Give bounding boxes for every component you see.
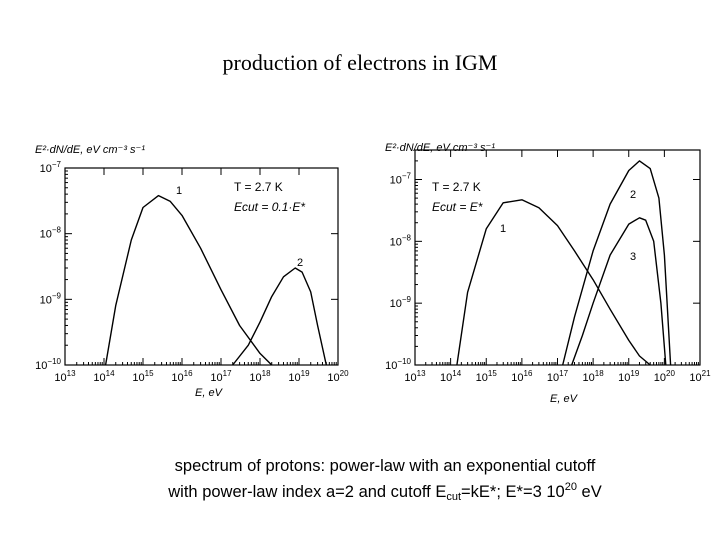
series-curve-2 (232, 267, 327, 366)
slide-title: production of electrons in IGM (222, 50, 498, 75)
caption-text-a: with power-law index a=2 and cutoff E (168, 483, 447, 501)
series-label-2: 2 (630, 189, 636, 201)
y-tick-label: 10−7 (390, 172, 412, 187)
x-tick-label: 1017 (547, 369, 569, 384)
x-tick-label: 1019 (288, 369, 310, 384)
caption-line-2: with power-law index a=2 and cutoff Ecut… (0, 477, 720, 508)
annotation-temperature: T = 2.7 K (432, 180, 481, 194)
y-axis-label: E²·dN/dE, eV cm⁻³ s⁻¹ (35, 144, 145, 156)
spectrum-figures: 1013 1014 1015 1016 1017 1018 1019 1020 10−10 10−… (35, 142, 711, 405)
annotation-cutoff: Ecut = E* (432, 200, 483, 214)
y-tick-label: 10−9 (390, 295, 412, 310)
annotation-temperature: T = 2.7 K (234, 180, 283, 194)
caption-superscript: 20 (564, 481, 577, 493)
x-tick-label: 1018 (583, 369, 605, 384)
y-tick-label: 10−10 (35, 357, 61, 372)
x-axis-label: E, eV (550, 393, 579, 405)
x-axis-label: E, eV (195, 387, 224, 399)
series-label-1: 1 (176, 185, 182, 197)
caption-text-c: eV (576, 483, 602, 501)
x-tick-label: 1013 (54, 369, 76, 384)
annotation-cutoff: Ecut = 0.1·E* (234, 200, 305, 214)
x-tick-label: 1017 (210, 369, 232, 384)
x-tick-label: 1018 (249, 369, 271, 384)
x-tick-label: 1016 (511, 369, 533, 384)
x-tick-label: 1014 (93, 369, 115, 384)
y-tick-label: 10−10 (385, 357, 411, 372)
x-tick-label: 1020 (327, 369, 349, 384)
x-tick-label: 1016 (171, 369, 193, 384)
x-tick-label: 1013 (404, 369, 426, 384)
caption-subscript: cut (446, 491, 462, 503)
series-curve-2 (562, 160, 672, 366)
y-tick-label: 10−7 (40, 160, 62, 175)
series-curve-1 (104, 194, 273, 366)
x-tick-label: 1020 (654, 369, 676, 384)
y-axis-label: E²·dN/dE, eV cm⁻³ s⁻¹ (385, 142, 495, 154)
series-label-3: 3 (630, 251, 636, 263)
series-curve-3 (571, 217, 667, 366)
x-tick-label: 1015 (132, 369, 154, 384)
x-tick-label: 1014 (440, 369, 462, 384)
chart-right: 1013 1014 1015 1016 1017 1018 1019 1020 1021 10−1… (385, 142, 711, 405)
y-tick-label: 10−9 (40, 291, 62, 306)
y-tick-label: 10−8 (390, 233, 412, 248)
series-label-1: 1 (500, 223, 506, 235)
x-tick-label: 1021 (689, 369, 711, 384)
plot-frame (64, 167, 339, 366)
x-tick-label: 1015 (476, 369, 498, 384)
y-tick-label: 10−8 (40, 226, 62, 241)
x-tick-label: 1019 (618, 369, 640, 384)
caption-text-b: =kE*; E*=3 10 (461, 483, 565, 501)
chart-left: 1013 1014 1015 1016 1017 1018 1019 1020 10−10 10−… (35, 144, 349, 399)
series-label-2: 2 (297, 257, 303, 269)
caption-line-1: spectrum of protons: power-law with an e… (174, 457, 596, 475)
series-curve-1 (456, 199, 651, 366)
